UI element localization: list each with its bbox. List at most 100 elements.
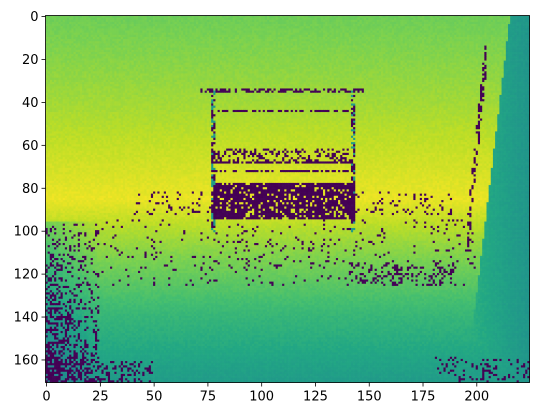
heatmap-cell: [359, 15, 363, 18]
heatmap-cell: [191, 51, 195, 55]
heatmap-cell: [196, 58, 199, 61]
heatmap-cell: [297, 36, 300, 40]
heatmap-cell: [224, 60, 227, 64]
heatmap-cell: [271, 17, 274, 21]
heatmap-cell: [159, 41, 163, 44]
heatmap-cell: [340, 58, 343, 61]
heatmap-cell: [208, 54, 212, 57]
heatmap-cell: [492, 43, 496, 46]
heatmap-cell: [460, 15, 464, 18]
heatmap-cell: [297, 54, 300, 57]
heatmap-cell: [75, 15, 79, 18]
heatmap-cell: [456, 41, 459, 44]
heatmap-cell: [430, 15, 434, 18]
heatmap-cell: [118, 62, 122, 66]
heatmap-cell: [374, 30, 378, 34]
heatmap-cell: [385, 45, 388, 49]
heatmap-cell: [69, 17, 72, 21]
heatmap-cell: [372, 19, 375, 23]
heatmap-cell: [92, 19, 96, 23]
heatmap-cell: [387, 41, 391, 44]
heatmap-cell: [417, 39, 421, 42]
heatmap-cell: [406, 24, 410, 27]
heatmap-cell: [64, 54, 68, 57]
heatmap-cell: [165, 51, 169, 55]
heatmap-cell: [260, 24, 264, 27]
heatmap-cell: [441, 21, 444, 25]
heatmap-cell: [176, 34, 180, 38]
heatmap-cell: [245, 39, 249, 42]
heatmap-cell: [217, 26, 221, 29]
heatmap-cell: [477, 34, 481, 38]
heatmap-cell: [327, 24, 330, 27]
heatmap-cell: [366, 19, 369, 23]
heatmap-cell: [426, 43, 429, 46]
heatmap-cell: [200, 28, 203, 31]
heatmap-cell: [520, 51, 524, 55]
heatmap-cell: [247, 15, 251, 18]
heatmap-cell: [512, 17, 515, 21]
heatmap-cell: [295, 43, 298, 46]
heatmap-cell: [94, 41, 98, 44]
heatmap-cell: [94, 56, 98, 59]
heatmap-cell: [376, 17, 380, 21]
heatmap-cell: [424, 24, 427, 27]
heatmap-cell: [191, 30, 195, 34]
heatmap-cell: [142, 24, 145, 27]
heatmap-cell: [200, 17, 203, 21]
heatmap-cell: [503, 47, 507, 51]
heatmap-cell: [189, 36, 193, 40]
heatmap-cell: [482, 28, 485, 31]
heatmap-cell: [368, 43, 371, 46]
heatmap-cell: [510, 26, 513, 29]
heatmap-cell: [88, 41, 92, 44]
heatmap-cell: [69, 47, 72, 51]
heatmap-cell: [286, 34, 289, 38]
heatmap-cell: [393, 51, 397, 55]
heatmap-cell: [116, 49, 119, 53]
heatmap-cell: [370, 21, 373, 25]
heatmap-cell: [428, 60, 431, 64]
heatmap-cell: [441, 36, 444, 40]
heatmap-cell: [86, 32, 89, 36]
heatmap-cell: [477, 49, 481, 53]
heatmap-cell: [260, 15, 264, 18]
heatmap-cell: [90, 36, 94, 40]
heatmap-cell: [480, 24, 483, 27]
heatmap-cell: [355, 30, 358, 34]
heatmap-cell: [114, 54, 117, 57]
heatmap-cell: [279, 51, 283, 55]
heatmap-cell: [514, 56, 517, 59]
heatmap-cell: [258, 45, 261, 49]
heatmap-cell: [411, 36, 414, 40]
heatmap-cell: [67, 26, 70, 29]
heatmap-cell: [495, 28, 498, 31]
heatmap-cell: [303, 17, 307, 21]
heatmap-cell: [170, 32, 173, 36]
heatmap-cell: [101, 15, 104, 18]
heatmap-cell: [396, 54, 399, 57]
heatmap-cell: [211, 21, 214, 25]
heatmap-cell: [318, 60, 322, 64]
heatmap-cell: [75, 34, 79, 38]
heatmap-cell: [49, 24, 53, 27]
heatmap-cell: [439, 24, 442, 27]
heatmap-cell: [338, 43, 341, 46]
heatmap-cell: [260, 56, 264, 59]
heatmap-cell: [114, 32, 117, 36]
heatmap-cell: [393, 21, 397, 25]
heatmap-cell: [282, 49, 285, 53]
heatmap-cell: [273, 51, 277, 55]
heatmap-cell: [131, 49, 135, 53]
heatmap-cell: [54, 32, 57, 36]
heatmap-cell: [56, 60, 59, 64]
heatmap-cell: [129, 58, 132, 61]
heatmap-cell: [196, 60, 199, 64]
heatmap-cell: [284, 39, 287, 42]
heatmap-cell: [378, 26, 382, 29]
heatmap-cell: [411, 32, 414, 36]
heatmap-cell: [424, 17, 427, 21]
heatmap-cell: [47, 45, 51, 49]
heatmap-cell: [497, 49, 500, 53]
heatmap-cell: [221, 45, 225, 49]
